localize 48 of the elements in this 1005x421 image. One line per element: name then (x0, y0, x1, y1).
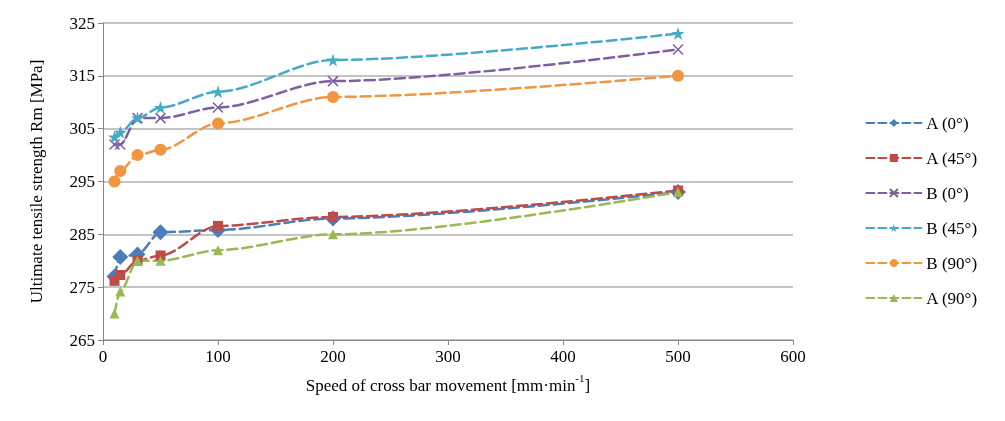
point (131, 149, 144, 162)
point (326, 53, 340, 67)
x-tick-label: 400 (550, 347, 576, 366)
point (213, 245, 223, 256)
y-tick-label: 275 (69, 277, 95, 297)
point (154, 112, 167, 124)
x-tick-label: 0 (98, 347, 108, 366)
point (115, 286, 126, 297)
point (114, 164, 127, 177)
y-tick-label: 285 (69, 224, 95, 244)
point (114, 138, 126, 151)
point (108, 175, 121, 188)
point (155, 255, 166, 266)
y-axis-title: Ultimate tensile strength Rm [MPa] (27, 59, 46, 304)
y-tick-label: 315 (69, 66, 95, 86)
legend-label: B (0°) (926, 183, 969, 203)
point (154, 143, 167, 156)
x-tick-label: 600 (780, 347, 806, 366)
point (671, 27, 685, 41)
point (108, 138, 121, 151)
x-tick-label: 100 (205, 347, 231, 366)
point (113, 125, 127, 139)
legend-label: B (90°) (926, 253, 978, 273)
point (212, 101, 224, 114)
y-tick-label: 265 (69, 330, 95, 350)
legend-label: B (45°) (926, 218, 978, 238)
y-tick-label: 295 (69, 172, 95, 191)
legend-label: A (45°) (926, 148, 978, 168)
point (327, 90, 339, 103)
x-tick-label: 200 (320, 347, 346, 366)
point (328, 229, 338, 240)
point (672, 43, 684, 56)
point (152, 224, 169, 241)
point (154, 101, 167, 115)
legend-label: A (0°) (926, 113, 969, 133)
point (213, 220, 223, 231)
point (112, 249, 129, 266)
y-tick-label: 325 (69, 13, 95, 33)
point (672, 69, 684, 82)
point (109, 308, 120, 319)
x-tick-label: 300 (435, 347, 461, 366)
point (327, 75, 339, 87)
x-tick-label: 500 (665, 347, 691, 366)
point (115, 270, 126, 281)
legend-label: A (90°) (926, 288, 978, 308)
y-tick-label: 305 (69, 119, 95, 139)
point (211, 85, 225, 99)
point (212, 117, 224, 130)
